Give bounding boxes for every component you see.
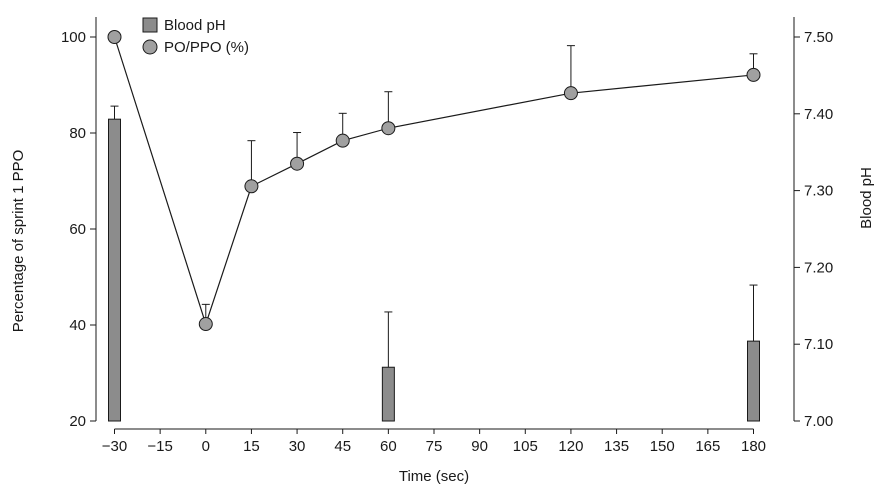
points-layer <box>107 30 761 332</box>
y-axis-left-title: Percentage of sprint 1 PPO <box>10 150 27 333</box>
point-po-ppo <box>290 156 305 171</box>
y-left-tick-label: 80 <box>69 125 86 142</box>
y-right-tick-label: 7.40 <box>804 106 833 123</box>
point-po-ppo <box>198 317 213 332</box>
x-tick-label: 75 <box>426 438 443 455</box>
x-tick-label: 135 <box>604 438 629 455</box>
x-tick-label: 15 <box>243 438 260 455</box>
bar-blood-ph <box>108 118 121 422</box>
point-po-ppo <box>335 133 350 148</box>
x-tick-label: 45 <box>334 438 351 455</box>
bar-blood-ph <box>381 366 395 422</box>
legend: Blood pH PO/PPO (%) <box>142 17 249 56</box>
point-po-ppo <box>107 30 122 44</box>
x-tick-label: 105 <box>513 438 538 455</box>
x-tick-label: 165 <box>695 438 720 455</box>
x-tick-label: 30 <box>289 438 306 455</box>
point-po-ppo <box>746 67 761 82</box>
legend-marker-blood-ph <box>142 17 158 33</box>
y-right-tick-label: 7.20 <box>804 259 833 276</box>
x-tick-label: 180 <box>741 438 766 455</box>
x-tick-label: −30 <box>102 438 127 455</box>
point-po-ppo <box>563 86 578 101</box>
x-tick-label: 150 <box>650 438 675 455</box>
bars-layer <box>108 105 760 422</box>
y-left-tick-label: 100 <box>61 29 86 46</box>
y-right-tick-label: 7.10 <box>804 336 833 353</box>
point-po-ppo <box>381 121 396 136</box>
y-axis-right-title: Blood pH <box>858 167 875 229</box>
axes: 20 40 60 80 100 7.00 7.10 7.20 7.30 7.40 7.50 −30 −1… <box>61 17 833 455</box>
legend-label-blood-ph: Blood pH <box>164 17 226 34</box>
y-left-tick-label: 60 <box>69 221 86 238</box>
line-layer <box>113 36 758 326</box>
x-tick-label: −15 <box>147 438 172 455</box>
y-right-tick-label: 7.50 <box>804 29 833 46</box>
y-right-tick-label: 7.00 <box>804 413 833 430</box>
line-po-ppo <box>113 36 754 326</box>
x-tick-label: 0 <box>202 438 210 455</box>
y-right-tick-label: 7.30 <box>804 183 833 200</box>
x-tick-label: 60 <box>380 438 397 455</box>
bar-blood-ph <box>747 340 760 422</box>
x-axis-title: Time (sec) <box>399 468 469 485</box>
point-po-ppo <box>244 179 259 194</box>
x-tick-label: 90 <box>471 438 488 455</box>
legend-label-po-ppo: PO/PPO (%) <box>164 39 249 56</box>
y-left-tick-label: 40 <box>69 317 86 334</box>
x-tick-label: 120 <box>558 438 583 455</box>
legend-marker-po-ppo <box>142 39 158 55</box>
y-left-tick-label: 20 <box>69 413 86 430</box>
